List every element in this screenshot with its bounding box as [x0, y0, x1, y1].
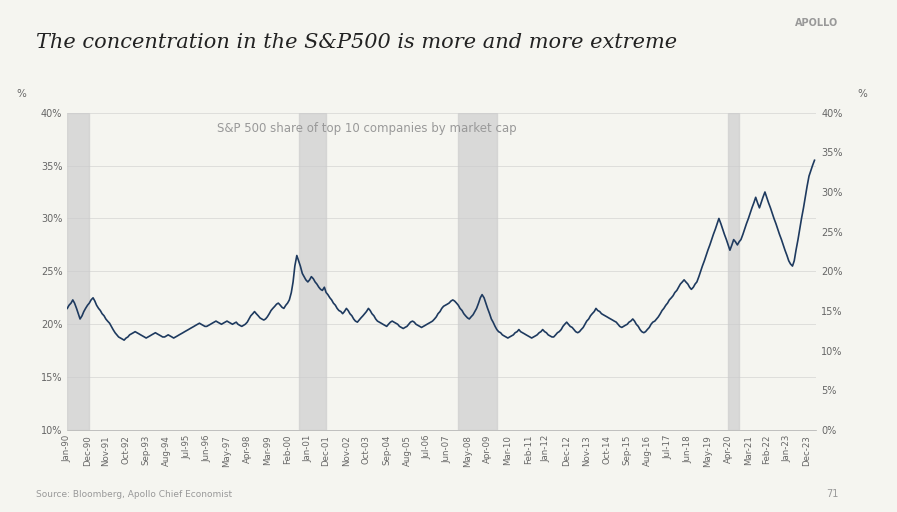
Bar [728, 113, 739, 430]
Text: APOLLO: APOLLO [796, 18, 839, 28]
Bar [67, 113, 90, 430]
Bar [458, 113, 497, 430]
Text: 71: 71 [826, 489, 839, 499]
Text: The concentration in the S&P500 is more and more extreme: The concentration in the S&P500 is more … [36, 33, 677, 52]
Text: S&P 500 share of top 10 companies by market cap: S&P 500 share of top 10 companies by mar… [217, 122, 517, 135]
Text: %: % [858, 89, 867, 99]
Bar [299, 113, 327, 430]
Text: %: % [16, 89, 26, 99]
Text: Source: Bloomberg, Apollo Chief Economist: Source: Bloomberg, Apollo Chief Economis… [36, 490, 232, 499]
